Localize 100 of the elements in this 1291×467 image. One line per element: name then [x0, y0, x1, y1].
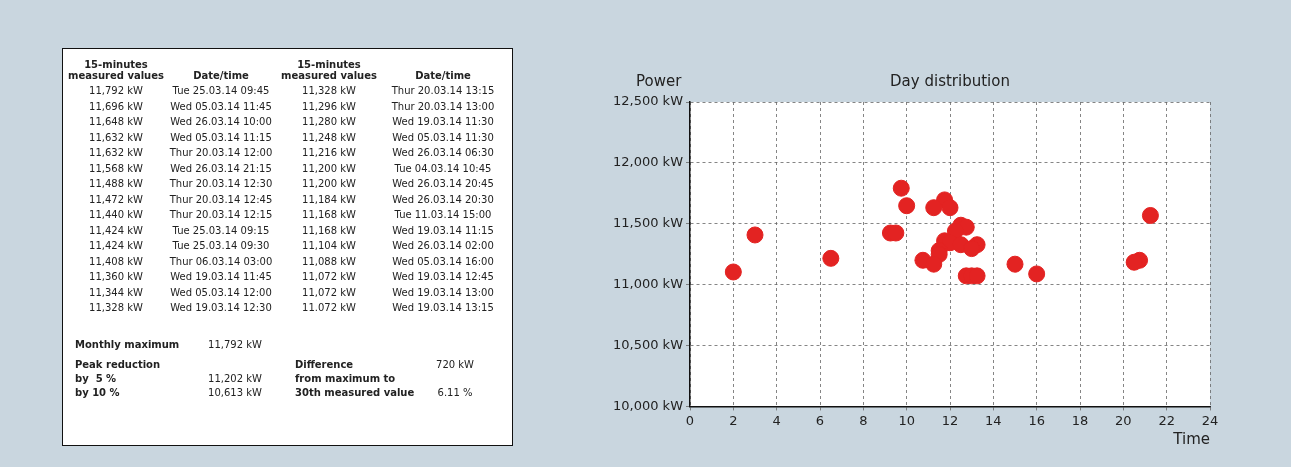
text: Difference [295, 359, 355, 370]
text: 10,613 kW [207, 387, 263, 398]
text: Tue 25.03.14 09:45 [171, 85, 271, 96]
text: Thur 20.03.14 12:45 [168, 193, 274, 205]
text: Wed 05.03.14 11:45 [169, 100, 273, 112]
text: 11,424 kW [88, 240, 144, 251]
y-tick-label: 10,500 kW [612, 336, 684, 352]
text: 11,168 kW [301, 224, 357, 236]
text: Date/time [192, 70, 250, 81]
text: 11,328 kW [88, 302, 144, 313]
text: 11,648 kW [88, 116, 144, 127]
x-tick-label: 6 [815, 412, 825, 428]
text: 11,296 kW [301, 100, 357, 112]
text: Wed 26.03.14 10:00 [169, 116, 273, 127]
text: 15-minutes measured values [68, 59, 164, 81]
text: 6.11 % [436, 387, 474, 398]
text: 11,202 kW [207, 373, 263, 384]
text: 11,472 kW [88, 193, 144, 205]
text: 11,696 kW [88, 100, 144, 112]
text: Wed 19.03.14 12:30 [169, 302, 273, 313]
y-tick-label: 12,000 kW [612, 154, 684, 170]
x-tick-label: 4 [772, 412, 781, 428]
point [941, 199, 959, 217]
y-tick-label: 11,500 kW [612, 215, 684, 231]
text: 11,248 kW [301, 131, 357, 143]
text: Thur 20.03.14 13:00 [390, 100, 496, 112]
point [746, 226, 764, 244]
point [963, 240, 981, 258]
text: Thur 20.03.14 12:30 [168, 178, 274, 189]
chart-title: Day distribution [890, 72, 1010, 91]
text: Thur 20.03.14 12:00 [168, 147, 274, 158]
x-tick-label: 2 [729, 412, 738, 428]
text: Wed 19.03.14 13:15 [391, 302, 495, 313]
text: Wed 05.03.14 12:00 [169, 286, 273, 298]
text: Wed 26.03.14 21:15 [169, 162, 273, 174]
text: 11,200 kW [301, 178, 357, 189]
text: Tue 11.03.14 15:00 [393, 209, 493, 220]
point [724, 263, 742, 281]
point [1141, 206, 1159, 224]
point [898, 197, 916, 215]
text: Tue 25.03.14 09:15 [171, 224, 271, 236]
x-tick-label: 18 [1071, 412, 1089, 428]
point [925, 199, 943, 217]
text: Wed 19.03.14 13:00 [391, 286, 495, 298]
text: 15-minutes measured values [281, 59, 377, 81]
x-tick-label: 0 [685, 412, 695, 428]
text: 11,632 kW [88, 147, 144, 158]
x-tick-label: 14 [985, 412, 1002, 428]
text: 11,488 kW [88, 178, 144, 189]
text: 11.072 kW [301, 302, 357, 313]
text: Tue 25.03.14 09:30 [171, 240, 271, 251]
text: Wed 26.03.14 02:00 [391, 240, 495, 251]
text: 11,328 kW [301, 85, 357, 96]
text: Wed 26.03.14 06:30 [391, 147, 495, 158]
text: Thur 20.03.14 13:15 [390, 85, 496, 96]
x-tick-label: 8 [859, 412, 868, 428]
text: 11,072 kW [301, 271, 357, 282]
point [822, 249, 840, 267]
text: 11,200 kW [301, 162, 357, 174]
text: Wed 19.03.14 12:45 [391, 271, 495, 282]
text: Tue 04.03.14 10:45 [393, 162, 493, 174]
x-tick-label: 10 [898, 412, 915, 428]
y-tick-label: 11,000 kW [612, 276, 684, 292]
text: by 10 % [75, 387, 121, 398]
x-tick-label: 24 [1201, 412, 1219, 428]
text: Wed 05.03.14 11:15 [169, 131, 273, 143]
text: Thur 06.03.14 03:00 [168, 255, 274, 267]
x-tick-label: 16 [1028, 412, 1045, 428]
text: 720 kW [435, 359, 475, 370]
text: 11,184 kW [301, 193, 357, 205]
text: Peak reduction [75, 359, 162, 370]
text: 11,360 kW [88, 271, 144, 282]
text: from maximum to [295, 373, 397, 384]
text: Thur 20.03.14 12:15 [168, 209, 274, 220]
x-axis-title: Time [1172, 429, 1210, 448]
text: Wed 26.03.14 20:30 [391, 193, 495, 205]
y-tick-label: 10,000 kW [612, 397, 684, 413]
text: 11,408 kW [88, 255, 144, 267]
point [1006, 255, 1024, 273]
text: Wed 19.03.14 11:30 [391, 116, 495, 127]
text: Wed 26.03.14 20:45 [391, 178, 495, 189]
point [925, 255, 943, 273]
text: 11,104 kW [301, 240, 357, 251]
text: 11,280 kW [301, 116, 357, 127]
x-tick-label: 22 [1158, 412, 1175, 428]
text: Date/time [414, 70, 472, 81]
y-tick-label: 12,500 kW [612, 93, 684, 109]
point [1028, 265, 1046, 283]
text: 11,792 kW [208, 339, 262, 350]
text: 11,344 kW [88, 286, 144, 298]
text: 11,792 kW [88, 85, 144, 96]
text: 11,072 kW [301, 286, 357, 298]
text: 11,440 kW [88, 209, 144, 220]
x-tick-label: 20 [1115, 412, 1132, 428]
text: Wed 19.03.14 11:15 [391, 224, 495, 236]
text: 11,168 kW [301, 209, 357, 220]
point [892, 179, 910, 197]
text: by 5 % [75, 373, 118, 384]
text: Wed 05.03.14 11:30 [391, 131, 495, 143]
text: 11,568 kW [88, 162, 144, 174]
